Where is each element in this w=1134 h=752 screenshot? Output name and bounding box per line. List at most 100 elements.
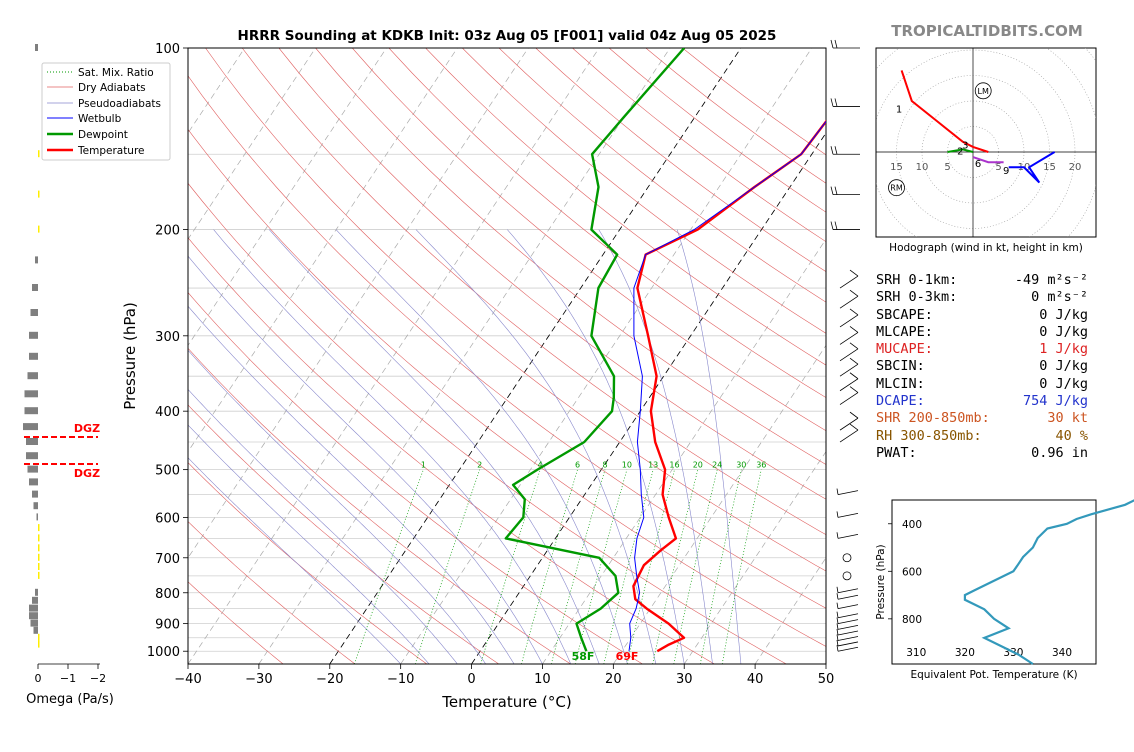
omega-bar (23, 423, 38, 430)
wind-barb (840, 379, 858, 391)
hodograph-ring-label: 15 (890, 162, 903, 173)
wind-barb-flag (835, 187, 837, 195)
mixing-ratio-label: 8 (602, 461, 607, 470)
brand-watermark: TROPICALTIDBITS.COM (891, 22, 1083, 40)
moist-adiabat (61, 230, 457, 664)
hodograph-rm-label: RM (890, 184, 903, 193)
p-tick-label: 300 (155, 330, 180, 345)
x-tick-label: 0 (467, 672, 475, 687)
x-tick-label: −30 (245, 672, 272, 687)
omega-bar (32, 597, 38, 604)
mixing-ratio-line (415, 470, 480, 664)
index-value: 0 J/kg (1039, 307, 1088, 324)
index-row: MLCAPE:0 J/kg (876, 324, 1088, 341)
wind-barb-flag (835, 222, 837, 230)
skewt-ylabel: Pressure (hPa) (121, 302, 139, 410)
hodograph-ring-label: 5 (995, 162, 1001, 173)
wind-barb-flag (831, 40, 833, 48)
mixing-ratio-line (722, 470, 761, 664)
wind-barb-flag (837, 645, 838, 651)
dewpoint-profile (506, 48, 684, 651)
calm-wind-circle (843, 554, 851, 562)
index-row: SHR 200-850mb:30 kt (876, 410, 1088, 427)
p-tick-label: 700 (155, 552, 180, 567)
wind-barb (838, 631, 858, 635)
moist-adiabat (92, 230, 486, 664)
omega-bar (35, 256, 38, 263)
hodograph-height-label: 1 (896, 105, 902, 116)
wind-barb-flag (831, 146, 833, 154)
wind-barb-flag (837, 640, 838, 646)
omega-bar (31, 620, 39, 627)
omega-bar (38, 524, 40, 531)
omega-bar (38, 226, 40, 233)
wind-barb (838, 620, 858, 624)
index-label: SHR 200-850mb: (876, 410, 990, 427)
wind-barb-flag (850, 373, 858, 379)
index-row: MLCIN:0 J/kg (876, 376, 1088, 393)
wind-barb (840, 276, 858, 288)
index-row: SRH 0-1km:-49 m²s⁻² (876, 272, 1088, 289)
skewt-frame (188, 48, 826, 664)
p-tick-label: 100 (155, 42, 180, 57)
mixing-ratio-label: 24 (712, 461, 722, 470)
hodograph-ring-label: 10 (916, 162, 929, 173)
calm-wind-circle (843, 572, 851, 580)
index-label: SRH 0-3km: (876, 289, 957, 306)
wind-barb-flag (837, 618, 838, 624)
wind-barb (838, 534, 858, 538)
omega-tick-label: −2 (90, 672, 106, 685)
wind-barb-flag (835, 40, 837, 48)
wind-barb-flag (837, 489, 838, 495)
dry-adiabat (95, 48, 786, 664)
omega-bar (28, 372, 39, 379)
omega-bar (35, 589, 38, 596)
wind-barb (838, 513, 858, 517)
mixing-ratio-line (627, 470, 674, 664)
index-row: SBCAPE:0 J/kg (876, 307, 1088, 324)
theta-e-xlabel: Equivalent Pot. Temperature (K) (910, 669, 1077, 681)
omega-bar (38, 634, 40, 641)
wind-barbs (831, 40, 860, 651)
legend-mixing-ratio: Sat. Mix. Ratio (78, 67, 154, 79)
surface-temperature-label: 69F (616, 650, 639, 663)
wind-barb (840, 364, 858, 376)
wind-barb-flag (837, 612, 838, 618)
omega-bar (34, 627, 39, 634)
mixing-ratio-label: 13 (648, 461, 658, 470)
omega-xlabel: Omega (Pa/s) (26, 692, 114, 707)
index-value: 0 m²s⁻² (1031, 289, 1088, 306)
mixing-ratio-label: 20 (693, 461, 703, 470)
moist-adiabat (677, 230, 741, 664)
mixing-ratio-label: 30 (736, 461, 746, 470)
dry-adiabat (169, 48, 930, 664)
isotherm-line (188, 48, 599, 664)
legend-dewpoint: Dewpoint (78, 129, 128, 141)
mixing-ratio-label: 10 (622, 461, 632, 470)
wind-barb-flag (831, 98, 833, 106)
wind-barb-flag (837, 532, 838, 538)
wetbulb-profile (629, 48, 890, 651)
x-tick-label: −20 (316, 672, 343, 687)
isotherm-minus20 (330, 48, 741, 664)
hodograph-ring-label: 5 (944, 162, 950, 173)
theta-e-y-tick-label: 600 (902, 566, 922, 578)
wind-barb-flag (850, 424, 858, 430)
hodograph-height-label: 6 (975, 159, 981, 170)
hodograph-ring-label: 15 (1043, 162, 1056, 173)
wind-barb (840, 430, 858, 442)
wind-barb-flag (850, 343, 858, 349)
dry-adiabat (132, 48, 858, 664)
omega-bar (29, 478, 38, 485)
p-tick-label: 400 (155, 405, 180, 420)
omega-bar (26, 452, 38, 459)
index-value: 0 J/kg (1039, 324, 1088, 341)
index-label: MLCIN: (876, 376, 925, 393)
wind-barb-flag (850, 326, 858, 332)
wind-barb (838, 642, 858, 646)
isotherm-line (117, 48, 528, 664)
index-row: RH 300-850mb:40 % (876, 428, 1088, 445)
mixing-ratio-line (604, 470, 653, 664)
